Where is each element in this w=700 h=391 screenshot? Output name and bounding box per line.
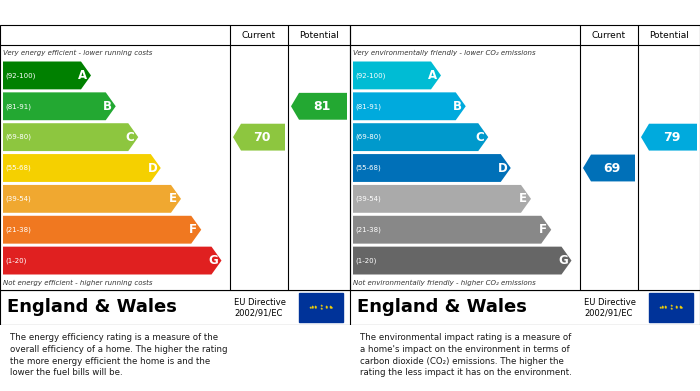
Polygon shape <box>641 124 697 151</box>
Text: ★: ★ <box>669 307 673 310</box>
Text: ★: ★ <box>660 306 664 310</box>
Text: ★: ★ <box>659 305 662 310</box>
Text: (92-100): (92-100) <box>5 72 36 79</box>
Text: ★: ★ <box>660 305 664 309</box>
Text: ★: ★ <box>328 306 332 310</box>
Text: E: E <box>169 192 177 205</box>
Text: ★: ★ <box>675 305 678 308</box>
Text: (39-54): (39-54) <box>355 196 381 202</box>
Text: England & Wales: England & Wales <box>357 298 527 316</box>
Text: (1-20): (1-20) <box>355 257 377 264</box>
Text: 81: 81 <box>314 100 330 113</box>
Text: ★: ★ <box>319 305 323 308</box>
Text: C: C <box>476 131 484 143</box>
Text: A: A <box>428 69 438 82</box>
Text: Current: Current <box>242 30 276 39</box>
Polygon shape <box>353 247 571 274</box>
Text: ★: ★ <box>314 305 318 308</box>
Text: (1-20): (1-20) <box>5 257 27 264</box>
Polygon shape <box>353 216 552 244</box>
Text: ★: ★ <box>310 306 314 310</box>
Polygon shape <box>353 92 466 120</box>
Polygon shape <box>353 61 441 90</box>
Text: ★: ★ <box>678 305 682 309</box>
Bar <box>300 293 343 322</box>
Text: 79: 79 <box>664 131 680 143</box>
Text: G: G <box>209 254 218 267</box>
Text: The environmental impact rating is a measure of
a home's impact on the environme: The environmental impact rating is a mea… <box>360 333 573 377</box>
Text: E: E <box>519 192 527 205</box>
Text: B: B <box>104 100 112 113</box>
Text: Not environmentally friendly - higher CO₂ emissions: Not environmentally friendly - higher CO… <box>353 280 536 286</box>
Text: (21-38): (21-38) <box>355 226 381 233</box>
Text: 69: 69 <box>603 161 621 174</box>
Text: Very energy efficient - lower running costs: Very energy efficient - lower running co… <box>3 49 153 56</box>
Text: (92-100): (92-100) <box>355 72 386 79</box>
Text: ★: ★ <box>669 305 673 308</box>
Polygon shape <box>291 93 347 120</box>
Text: ★: ★ <box>309 305 312 310</box>
Text: England & Wales: England & Wales <box>7 298 177 316</box>
Polygon shape <box>353 185 531 213</box>
Polygon shape <box>3 92 116 120</box>
Text: ★: ★ <box>328 305 332 309</box>
Bar <box>650 293 693 322</box>
Polygon shape <box>3 247 221 274</box>
Text: The energy efficiency rating is a measure of the
overall efficiency of a home. T: The energy efficiency rating is a measur… <box>10 333 228 377</box>
Text: Potential: Potential <box>649 30 689 39</box>
Text: Not energy efficient - higher running costs: Not energy efficient - higher running co… <box>3 280 153 286</box>
Polygon shape <box>3 185 181 213</box>
Text: (69-80): (69-80) <box>5 134 31 140</box>
Polygon shape <box>583 154 635 181</box>
Polygon shape <box>353 154 511 182</box>
Text: ★: ★ <box>319 307 323 310</box>
Polygon shape <box>3 61 91 90</box>
Text: G: G <box>559 254 568 267</box>
Text: A: A <box>78 69 88 82</box>
Text: (21-38): (21-38) <box>5 226 31 233</box>
Text: Environmental Impact (CO₂) Rating: Environmental Impact (CO₂) Rating <box>358 6 621 19</box>
Polygon shape <box>233 124 285 151</box>
Text: (39-54): (39-54) <box>5 196 31 202</box>
Text: ★: ★ <box>330 305 333 310</box>
Polygon shape <box>3 123 139 151</box>
Text: ★: ★ <box>325 307 328 310</box>
Polygon shape <box>353 123 489 151</box>
Text: ★: ★ <box>664 305 668 308</box>
Text: B: B <box>454 100 462 113</box>
Text: EU Directive
2002/91/EC: EU Directive 2002/91/EC <box>234 298 286 317</box>
Polygon shape <box>3 216 202 244</box>
Text: D: D <box>498 161 508 174</box>
Text: ★: ★ <box>314 307 318 310</box>
Text: (81-91): (81-91) <box>355 103 381 109</box>
Text: ★: ★ <box>310 305 314 309</box>
Text: ★: ★ <box>678 306 682 310</box>
Text: D: D <box>148 161 158 174</box>
Text: F: F <box>189 223 197 236</box>
Text: ★: ★ <box>680 305 683 310</box>
Text: F: F <box>539 223 547 236</box>
Text: EU Directive
2002/91/EC: EU Directive 2002/91/EC <box>584 298 636 317</box>
Text: C: C <box>126 131 134 143</box>
Polygon shape <box>3 154 161 182</box>
Text: (69-80): (69-80) <box>355 134 381 140</box>
Text: 70: 70 <box>253 131 271 143</box>
Text: (55-68): (55-68) <box>5 165 31 171</box>
Text: ★: ★ <box>664 307 668 310</box>
Text: Energy Efficiency Rating: Energy Efficiency Rating <box>8 6 192 19</box>
Text: (81-91): (81-91) <box>5 103 31 109</box>
Text: (55-68): (55-68) <box>355 165 381 171</box>
Text: ★: ★ <box>325 305 328 308</box>
Text: Current: Current <box>592 30 626 39</box>
Text: ★: ★ <box>675 307 678 310</box>
Text: Very environmentally friendly - lower CO₂ emissions: Very environmentally friendly - lower CO… <box>353 49 536 56</box>
Text: Potential: Potential <box>299 30 339 39</box>
